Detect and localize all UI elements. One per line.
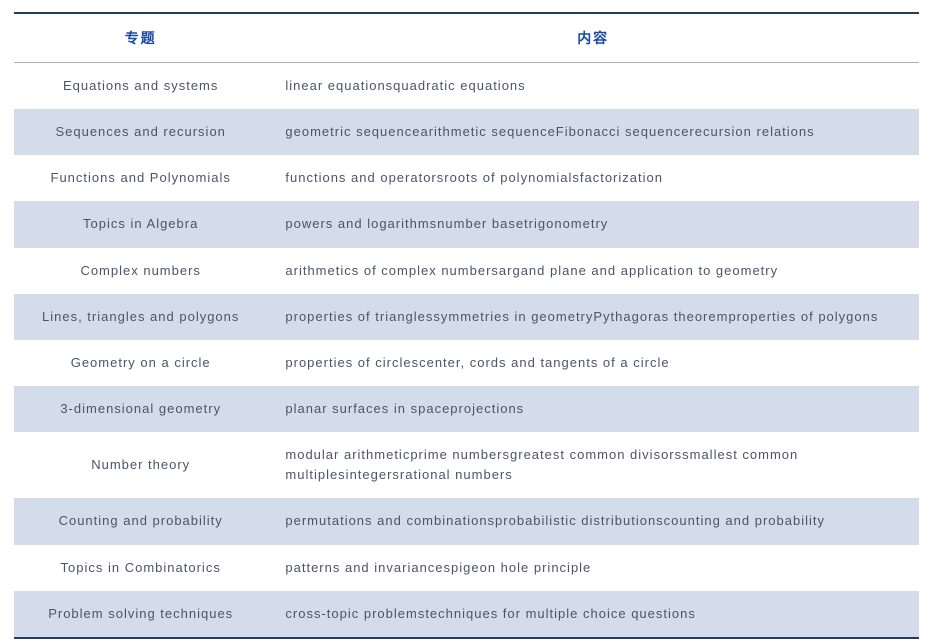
cell-content: geometric sequencearithmetic sequenceFib… — [267, 109, 919, 155]
table-row: Functions and Polynomials functions and … — [14, 155, 919, 201]
cell-content: properties of circlescenter, cords and t… — [267, 340, 919, 386]
cell-topic: Sequences and recursion — [14, 109, 267, 155]
table-row: Topics in Algebra powers and logarithmsn… — [14, 201, 919, 247]
cell-topic: Topics in Combinatorics — [14, 545, 267, 591]
cell-topic: Geometry on a circle — [14, 340, 267, 386]
table-header-row: 专题 内容 — [14, 13, 919, 63]
table-row: Counting and probability permutations an… — [14, 498, 919, 544]
table-row: Lines, triangles and polygons properties… — [14, 294, 919, 340]
cell-content: cross-topic problemstechniques for multi… — [267, 591, 919, 638]
cell-content: linear equationsquadratic equations — [267, 63, 919, 110]
table-row: 3-dimensional geometry planar surfaces i… — [14, 386, 919, 432]
table-row: Problem solving techniques cross-topic p… — [14, 591, 919, 638]
col-header-topic: 专题 — [14, 13, 267, 63]
table-row: Topics in Combinatorics patterns and inv… — [14, 545, 919, 591]
table-body: Equations and systems linear equationsqu… — [14, 63, 919, 638]
cell-content: arithmetics of complex numbersargand pla… — [267, 248, 919, 294]
table-row: Complex numbers arithmetics of complex n… — [14, 248, 919, 294]
col-header-content: 内容 — [267, 13, 919, 63]
cell-topic: Functions and Polynomials — [14, 155, 267, 201]
cell-content: permutations and combinationsprobabilist… — [267, 498, 919, 544]
cell-topic: Counting and probability — [14, 498, 267, 544]
cell-content: modular arithmeticprime numbersgreatest … — [267, 432, 919, 498]
table-row: Sequences and recursion geometric sequen… — [14, 109, 919, 155]
cell-topic: 3-dimensional geometry — [14, 386, 267, 432]
cell-topic: Number theory — [14, 432, 267, 498]
cell-topic: Topics in Algebra — [14, 201, 267, 247]
cell-topic: Lines, triangles and polygons — [14, 294, 267, 340]
cell-content: functions and operatorsroots of polynomi… — [267, 155, 919, 201]
table-row: Geometry on a circle properties of circl… — [14, 340, 919, 386]
cell-content: powers and logarithmsnumber basetrigonom… — [267, 201, 919, 247]
cell-content: properties of trianglessymmetries in geo… — [267, 294, 919, 340]
cell-topic: Problem solving techniques — [14, 591, 267, 638]
table-row: Equations and systems linear equationsqu… — [14, 63, 919, 110]
cell-topic: Complex numbers — [14, 248, 267, 294]
cell-content: patterns and invariancespigeon hole prin… — [267, 545, 919, 591]
cell-topic: Equations and systems — [14, 63, 267, 110]
cell-content: planar surfaces in spaceprojections — [267, 386, 919, 432]
table-row: Number theory modular arithmeticprime nu… — [14, 432, 919, 498]
topics-table: 专题 内容 Equations and systems linear equat… — [14, 12, 919, 639]
